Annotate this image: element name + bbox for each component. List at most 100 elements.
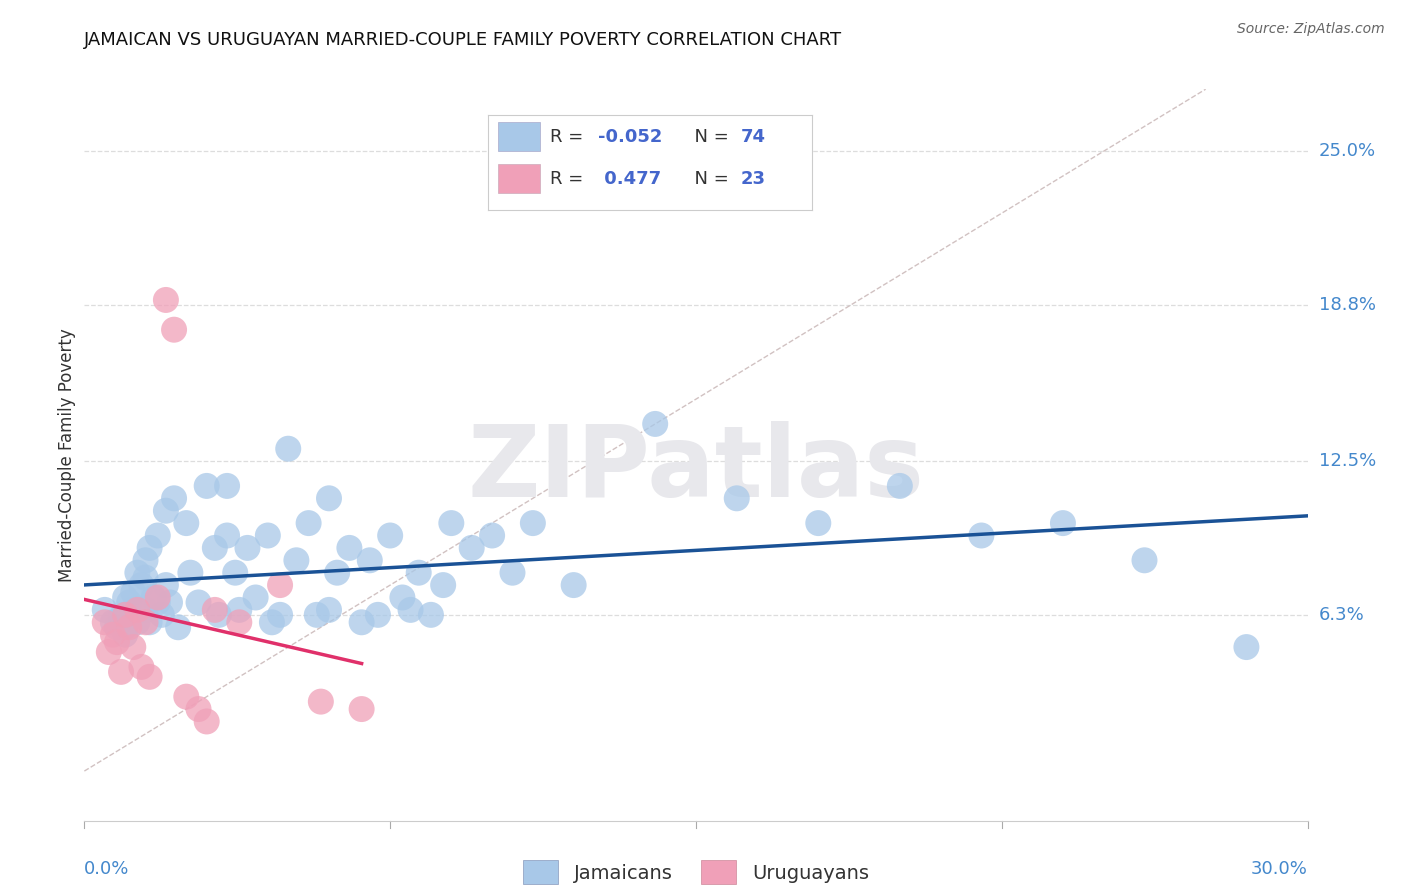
Point (245, 591, 267, 605)
Point (522, 516, 544, 530)
Point (135, 603, 157, 617)
Point (208, 607, 231, 622)
Point (309, 695, 332, 709)
Point (146, 591, 169, 605)
Point (122, 640, 145, 654)
Point (350, 615, 373, 630)
Point (122, 585, 145, 599)
Text: ZIPatlas: ZIPatlas (468, 421, 924, 518)
Point (138, 541, 160, 555)
Point (142, 591, 165, 605)
Point (562, 578, 585, 592)
Point (174, 516, 197, 530)
Point (217, 528, 239, 542)
Point (138, 615, 160, 630)
Point (359, 553, 381, 567)
Text: 6.3%: 6.3% (1319, 606, 1364, 624)
Point (195, 714, 218, 729)
Point (269, 578, 291, 592)
Point (131, 578, 153, 592)
Point (725, 491, 748, 506)
Point (187, 702, 209, 716)
Point (440, 516, 463, 530)
Point (101, 615, 124, 630)
Point (380, 528, 402, 542)
Point (155, 504, 177, 518)
Point (236, 541, 259, 555)
Point (110, 665, 132, 679)
Point (318, 491, 340, 506)
Point (114, 607, 136, 622)
Point (114, 620, 136, 634)
Point (159, 595, 181, 609)
Point (1234, 640, 1257, 654)
Point (217, 479, 239, 493)
Point (1052, 516, 1074, 530)
Point (501, 566, 523, 580)
Text: JAMAICAN VS URUGUAYAN MARRIED-COUPLE FAMILY POVERTY CORRELATION CHART: JAMAICAN VS URUGUAYAN MARRIED-COUPLE FAM… (84, 31, 842, 49)
Point (318, 603, 340, 617)
Point (127, 566, 149, 580)
Point (481, 528, 503, 542)
Point (461, 541, 484, 555)
Point (228, 603, 250, 617)
Point (889, 479, 911, 493)
Point (179, 566, 201, 580)
Text: 30.0%: 30.0% (1251, 860, 1308, 878)
Point (167, 620, 190, 634)
Point (305, 607, 328, 622)
Point (187, 595, 209, 609)
Point (204, 603, 226, 617)
Point (174, 690, 197, 704)
Point (114, 591, 136, 605)
Point (118, 620, 141, 634)
Point (277, 442, 299, 456)
Point (138, 670, 160, 684)
Point (114, 628, 136, 642)
Point (105, 635, 128, 649)
Point (257, 528, 280, 542)
Point (163, 323, 186, 337)
Text: 18.8%: 18.8% (1319, 296, 1375, 314)
Point (339, 541, 360, 555)
Point (432, 578, 454, 592)
Point (105, 620, 128, 634)
Text: 25.0%: 25.0% (1319, 142, 1376, 161)
Point (135, 571, 157, 585)
Y-axis label: Married-Couple Family Poverty: Married-Couple Family Poverty (58, 328, 76, 582)
Point (118, 595, 141, 609)
Point (260, 615, 283, 630)
Point (326, 566, 349, 580)
Point (228, 615, 250, 630)
Point (807, 516, 830, 530)
Point (970, 528, 993, 542)
Point (285, 553, 308, 567)
Point (399, 603, 422, 617)
Point (114, 607, 136, 622)
Point (420, 607, 443, 622)
Point (204, 541, 226, 555)
Point (155, 293, 177, 307)
Point (127, 615, 149, 630)
Point (350, 702, 373, 716)
Point (127, 603, 149, 617)
Point (101, 628, 124, 642)
Point (135, 553, 157, 567)
Point (391, 591, 413, 605)
Text: Source: ZipAtlas.com: Source: ZipAtlas.com (1237, 22, 1385, 37)
Point (163, 491, 186, 506)
Point (155, 578, 177, 592)
Point (644, 417, 666, 431)
Point (122, 603, 145, 617)
Point (298, 516, 321, 530)
Point (367, 607, 389, 622)
Point (146, 528, 169, 542)
Legend: Jamaicans, Uruguayans: Jamaicans, Uruguayans (523, 861, 869, 884)
Text: 0.0%: 0.0% (84, 860, 129, 878)
Point (146, 595, 169, 609)
Point (1133, 553, 1156, 567)
Text: 12.5%: 12.5% (1319, 452, 1376, 470)
Point (93, 603, 115, 617)
Point (135, 615, 157, 630)
Point (110, 610, 132, 624)
